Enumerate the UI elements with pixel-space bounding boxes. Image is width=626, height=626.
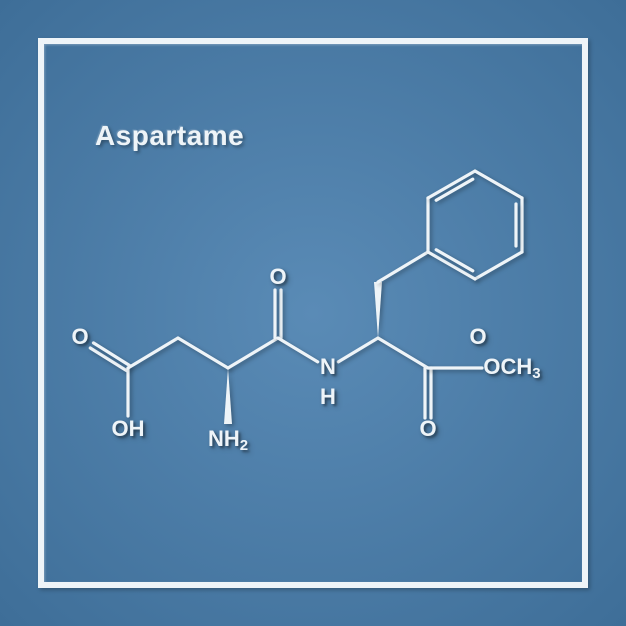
atom-label: O [269, 264, 286, 289]
atom-label: H [320, 384, 336, 409]
atom-label: O [469, 324, 486, 349]
atom-label: O [71, 324, 88, 349]
atom-label: OCH3 [483, 354, 540, 382]
atom-label: O [419, 416, 436, 441]
atom-label: N [320, 354, 336, 379]
molecule-diagram: O OH NH2 O NH O O OCH3 [0, 0, 626, 626]
atom-label: OH [112, 416, 145, 441]
atom-label: NH2 [208, 426, 248, 454]
